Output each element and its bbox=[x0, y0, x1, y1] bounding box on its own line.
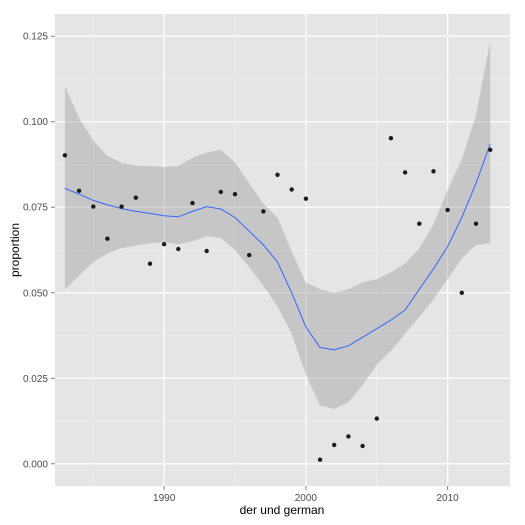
data-point bbox=[445, 207, 450, 213]
x-axis-title: der und german bbox=[240, 503, 325, 517]
y-tick-label: 0.075 bbox=[23, 203, 48, 214]
data-point bbox=[161, 242, 167, 247]
data-point bbox=[275, 172, 280, 177]
x-axis: 1990 2000 2010 bbox=[153, 486, 459, 504]
x-tick-label: 2010 bbox=[437, 493, 460, 504]
data-point bbox=[247, 252, 252, 258]
major-gridlines bbox=[55, 14, 510, 486]
data-point bbox=[473, 221, 479, 226]
data-point bbox=[431, 169, 436, 174]
data-point bbox=[417, 221, 422, 226]
data-point bbox=[459, 290, 464, 295]
data-point bbox=[360, 443, 365, 449]
y-tick-label: 0.100 bbox=[23, 117, 48, 128]
minor-gridlines bbox=[55, 14, 510, 486]
data-point bbox=[91, 204, 96, 209]
data-point bbox=[232, 192, 238, 197]
y-tick-label: 0.050 bbox=[23, 288, 48, 299]
data-point bbox=[488, 147, 493, 152]
data-point bbox=[402, 170, 408, 175]
y-axis-title: proportion bbox=[8, 223, 22, 277]
data-point bbox=[317, 457, 323, 462]
data-point bbox=[303, 196, 309, 201]
data-point bbox=[119, 204, 124, 209]
data-point bbox=[289, 187, 294, 192]
confidence-ribbon bbox=[64, 41, 491, 410]
data-point bbox=[133, 195, 138, 200]
x-tick-label: 1990 bbox=[153, 493, 176, 504]
y-axis: 0.000 0.025 0.050 0.075 0.100 0.125 bbox=[23, 32, 55, 470]
data-point bbox=[218, 189, 223, 195]
data-point bbox=[388, 136, 394, 141]
x-tick-label: 2000 bbox=[295, 493, 318, 504]
data-point bbox=[105, 236, 110, 241]
data-point bbox=[147, 261, 153, 266]
data-point bbox=[346, 434, 351, 439]
data-point bbox=[176, 246, 181, 252]
y-tick-label: 0.025 bbox=[23, 374, 48, 385]
data-point bbox=[76, 188, 82, 193]
data-point bbox=[190, 200, 195, 206]
y-tick-label: 0.000 bbox=[23, 459, 48, 470]
data-point bbox=[204, 248, 209, 254]
data-point bbox=[62, 153, 68, 158]
data-point bbox=[374, 416, 379, 421]
data-points bbox=[62, 136, 493, 462]
data-point bbox=[261, 209, 266, 214]
y-tick-label: 0.125 bbox=[23, 32, 48, 43]
smooth-line bbox=[64, 143, 491, 351]
data-point bbox=[332, 442, 337, 448]
